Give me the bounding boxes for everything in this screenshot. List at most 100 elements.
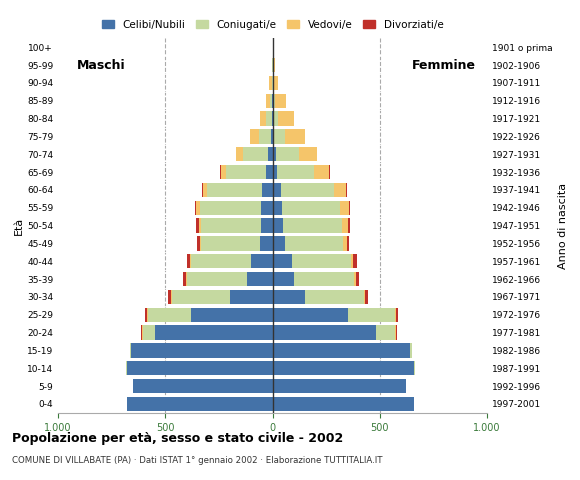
Bar bbox=[230, 290, 273, 304]
Y-axis label: Anno di nascita: Anno di nascita bbox=[558, 182, 568, 269]
Bar bbox=[347, 236, 349, 251]
Bar bbox=[299, 147, 317, 161]
Bar bbox=[273, 76, 274, 90]
Bar bbox=[294, 272, 354, 286]
Bar bbox=[203, 183, 207, 197]
Bar bbox=[351, 254, 353, 268]
Bar bbox=[201, 236, 260, 251]
Bar bbox=[197, 218, 198, 233]
Bar bbox=[126, 361, 273, 375]
Bar bbox=[273, 165, 277, 179]
Bar bbox=[266, 94, 270, 108]
Bar bbox=[247, 272, 273, 286]
Bar bbox=[195, 201, 197, 215]
Bar bbox=[276, 147, 299, 161]
Bar bbox=[284, 218, 342, 233]
Bar bbox=[187, 254, 190, 268]
Bar bbox=[396, 325, 397, 340]
Bar bbox=[278, 111, 293, 126]
Bar bbox=[207, 183, 262, 197]
Bar bbox=[261, 218, 273, 233]
Bar bbox=[314, 165, 329, 179]
Bar bbox=[305, 290, 364, 304]
Bar bbox=[143, 325, 155, 340]
Bar bbox=[292, 254, 351, 268]
Bar bbox=[221, 165, 226, 179]
Text: Popolazione per età, sesso e stato civile - 2002: Popolazione per età, sesso e stato civil… bbox=[12, 432, 343, 445]
Bar bbox=[395, 325, 396, 340]
Bar bbox=[270, 94, 272, 108]
Bar bbox=[273, 325, 376, 340]
Bar bbox=[187, 272, 247, 286]
Bar bbox=[282, 201, 340, 215]
Bar bbox=[273, 183, 281, 197]
Bar bbox=[273, 129, 274, 144]
Bar bbox=[266, 111, 272, 126]
Text: Femmine: Femmine bbox=[412, 59, 476, 72]
Bar bbox=[172, 290, 230, 304]
Bar bbox=[131, 343, 273, 358]
Bar bbox=[353, 254, 357, 268]
Bar bbox=[273, 254, 292, 268]
Bar bbox=[273, 397, 414, 411]
Bar bbox=[269, 76, 271, 90]
Bar bbox=[200, 201, 261, 215]
Bar bbox=[273, 111, 278, 126]
Bar bbox=[200, 236, 201, 251]
Bar bbox=[329, 165, 331, 179]
Bar bbox=[275, 94, 286, 108]
Text: Maschi: Maschi bbox=[77, 59, 125, 72]
Bar bbox=[269, 147, 273, 161]
Bar bbox=[273, 218, 284, 233]
Bar bbox=[273, 290, 305, 304]
Bar bbox=[183, 272, 186, 286]
Bar bbox=[273, 308, 348, 322]
Bar bbox=[285, 129, 305, 144]
Bar bbox=[242, 147, 269, 161]
Bar bbox=[197, 201, 200, 215]
Bar bbox=[130, 343, 131, 358]
Bar bbox=[266, 165, 273, 179]
Bar bbox=[410, 343, 412, 358]
Bar bbox=[273, 272, 294, 286]
Bar bbox=[260, 236, 273, 251]
Bar bbox=[346, 183, 347, 197]
Bar bbox=[261, 201, 273, 215]
Bar bbox=[201, 218, 261, 233]
Bar bbox=[155, 325, 273, 340]
Bar bbox=[198, 218, 201, 233]
Bar bbox=[354, 272, 356, 286]
Bar bbox=[348, 308, 395, 322]
Bar bbox=[365, 290, 368, 304]
Bar bbox=[273, 361, 414, 375]
Bar bbox=[171, 290, 172, 304]
Bar bbox=[148, 308, 191, 322]
Bar bbox=[281, 183, 334, 197]
Bar bbox=[277, 165, 314, 179]
Bar bbox=[349, 201, 350, 215]
Bar bbox=[274, 76, 278, 90]
Legend: Celibi/Nubili, Coniugati/e, Vedovi/e, Divorziati/e: Celibi/Nubili, Coniugati/e, Vedovi/e, Di… bbox=[97, 15, 448, 34]
Bar bbox=[343, 236, 347, 251]
Bar bbox=[133, 379, 273, 393]
Bar bbox=[140, 325, 142, 340]
Bar bbox=[342, 218, 348, 233]
Bar bbox=[340, 201, 349, 215]
Bar bbox=[191, 308, 273, 322]
Bar bbox=[271, 129, 273, 144]
Bar bbox=[272, 111, 273, 126]
Bar bbox=[273, 343, 410, 358]
Bar bbox=[396, 308, 398, 322]
Bar bbox=[142, 325, 143, 340]
Bar bbox=[285, 236, 343, 251]
Bar bbox=[147, 308, 148, 322]
Bar bbox=[226, 165, 266, 179]
Bar bbox=[260, 111, 266, 126]
Bar bbox=[259, 129, 271, 144]
Y-axis label: Età: Età bbox=[14, 216, 24, 235]
Bar bbox=[274, 129, 285, 144]
Bar bbox=[356, 272, 359, 286]
Bar bbox=[202, 183, 203, 197]
Bar bbox=[334, 183, 346, 197]
Bar bbox=[273, 147, 276, 161]
